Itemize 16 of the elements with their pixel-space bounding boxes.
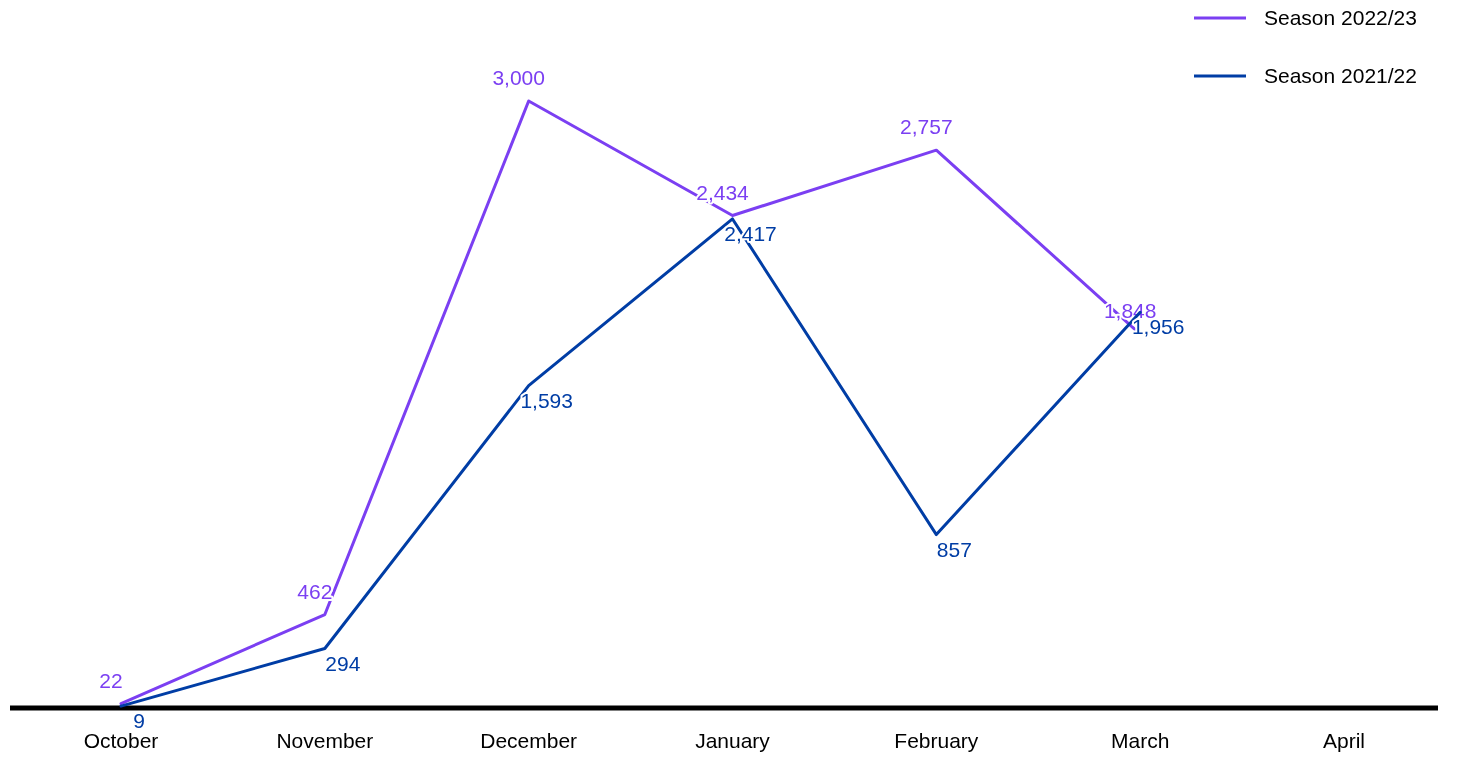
x-tick-label: January (695, 729, 771, 752)
data-label: 462 (297, 579, 333, 603)
data-label: 22 (99, 668, 123, 692)
data-label: 2,434 (696, 180, 750, 204)
data-label: 294 (325, 651, 361, 675)
data-label: 2,757 (900, 115, 953, 139)
x-tick-label: November (276, 729, 374, 752)
x-tick-label: March (1110, 729, 1170, 752)
x-tick-label: April (1322, 729, 1366, 752)
legend-label: Season 2021/22 (1264, 64, 1417, 87)
legend-label: Season 2022/23 (1264, 6, 1417, 29)
x-tick-label: December (480, 729, 578, 752)
x-tick-label: February (894, 729, 979, 752)
data-label: 3,000 (492, 66, 545, 89)
data-label: 857 (936, 537, 972, 561)
data-label: 1,593 (520, 388, 573, 412)
